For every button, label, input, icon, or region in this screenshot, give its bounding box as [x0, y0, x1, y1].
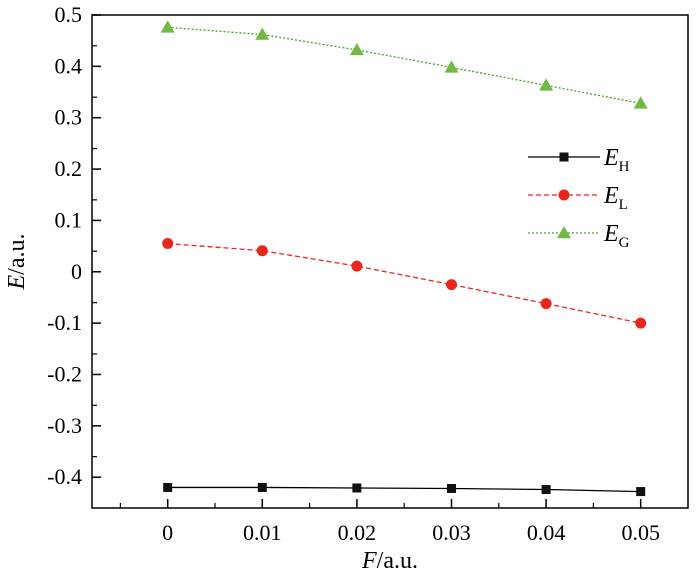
data-point-l-2 — [351, 260, 363, 272]
x-tick-label: 0.02 — [338, 520, 377, 545]
legend-label-h: EH — [603, 145, 630, 175]
y-tick-label: -0.4 — [47, 464, 82, 489]
series-line-l — [167, 242, 641, 324]
axes: 0.5 0.4 0.3 0.2 0.1 0 -0.1 -0.2 -0.3 -0.4 0 0.01 0.0… — [4, 2, 689, 574]
data-point-l-5 — [635, 317, 647, 329]
data-point-g-4 — [539, 78, 554, 91]
x-tick-label: 0.01 — [243, 520, 282, 545]
legend-label-l: EL — [603, 183, 628, 213]
legend-label-g: EG — [603, 221, 630, 251]
y-axis-label: E/a.u. — [4, 234, 30, 291]
data-point-h-5 — [636, 487, 646, 497]
legend: EH EL EG — [528, 145, 630, 251]
data-point-g-1 — [255, 27, 270, 40]
legend-marker-h — [559, 152, 569, 162]
data-point-g-3 — [444, 60, 459, 73]
y-tick-label: -0.1 — [47, 310, 82, 335]
series-line-h — [167, 486, 641, 493]
data-point-h-3 — [446, 483, 456, 493]
y-tick-label: 0.4 — [55, 53, 83, 78]
data-point-g-5 — [633, 96, 648, 109]
y-tick-label: 0.2 — [55, 156, 83, 181]
data-point-l-0 — [162, 238, 174, 250]
legend-marker-l — [558, 189, 570, 201]
plot-area — [160, 20, 648, 497]
data-point-g-0 — [160, 20, 175, 33]
y-tick-label: -0.2 — [47, 361, 82, 386]
y-tick-label: 0.3 — [55, 105, 83, 130]
y-tick-label: 0.1 — [55, 207, 83, 232]
y-tick-label: 0.5 — [55, 2, 83, 27]
x-axis-label: F/a.u. — [361, 548, 418, 574]
data-point-l-1 — [256, 245, 268, 257]
y-tick-label: 0 — [71, 259, 82, 284]
x-tick-label: 0.03 — [432, 520, 471, 545]
data-point-h-0 — [163, 482, 173, 492]
series-line-g — [167, 26, 641, 104]
x-tick-label: 0 — [162, 520, 173, 545]
data-point-g-2 — [349, 42, 364, 56]
data-point-l-3 — [445, 279, 457, 291]
legend-marker-g — [557, 226, 571, 239]
x-tick-label: 0.05 — [621, 520, 660, 545]
data-point-h-1 — [257, 482, 267, 492]
data-point-h-2 — [352, 483, 362, 493]
data-point-h-4 — [541, 485, 551, 495]
plot-frame — [91, 14, 689, 509]
data-point-l-4 — [540, 298, 552, 310]
x-tick-label: 0.04 — [527, 520, 566, 545]
y-tick-label: -0.3 — [47, 413, 82, 438]
